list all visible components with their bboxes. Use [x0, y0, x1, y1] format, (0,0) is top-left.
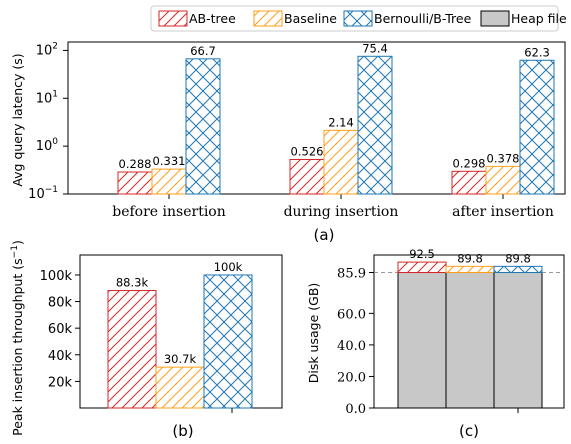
- chart-a-ytick-label: 102: [36, 41, 58, 58]
- chart-b-bar-baseline: [155, 366, 205, 409]
- chart-a-data-label-baseline: 0.331: [153, 154, 186, 168]
- chart-a-ytick-exp: −1: [45, 185, 58, 195]
- chart-c-data-label-baseline: 89.8: [457, 251, 483, 265]
- chart-c-ytick-label: 0.0: [345, 402, 366, 417]
- chart-b-bar-ab-tree: [107, 290, 157, 409]
- chart-b-ytick-label: 20k: [48, 375, 73, 390]
- chart-a-data-label-bernoulli: 75.4: [362, 41, 388, 55]
- chart-c-bar-baseline: [445, 265, 495, 274]
- chart-c-bar-bernoulli: [493, 265, 543, 274]
- chart-b-ylabel-sup: −1: [10, 245, 20, 258]
- chart-a-caption: (a): [314, 226, 335, 244]
- chart-b-ylabel-close: ): [10, 240, 25, 245]
- chart-a-data-label-ab-tree: 0.298: [453, 156, 486, 170]
- chart-c-data-label-ab-tree: 92.5: [409, 247, 435, 261]
- chart-a-ytick-label: 100: [36, 137, 59, 154]
- legend-label-baseline: Baseline: [284, 11, 337, 26]
- chart-b-ylabel: Peak insertion throughput (s−1): [10, 240, 25, 436]
- chart-a: Avg query latency (s) (a) 10−1100101102b…: [10, 41, 566, 244]
- legend-swatch-ab-tree: [158, 10, 188, 27]
- chart-a-bar-baseline: [485, 165, 521, 195]
- chart-a-ytick-base: 10: [28, 187, 45, 202]
- chart-c-bar-ab-tree: [397, 261, 447, 274]
- chart-a-bar-baseline: [323, 129, 359, 195]
- chart-a-ytick-label: 10−1: [28, 185, 58, 202]
- chart-c-ylabel: Disk usage (GB): [306, 283, 321, 384]
- chart-b-ytick-label: 60k: [48, 322, 73, 337]
- chart-a-ytick-exp: 1: [52, 89, 58, 99]
- chart-a-ytick-exp: 0: [52, 137, 58, 147]
- chart-a-bar-bernoulli: [185, 58, 221, 195]
- legend-swatch-bernoulli: [343, 10, 373, 27]
- chart-a-ytick-base: 10: [36, 43, 53, 58]
- chart-a-bar-ab-tree: [117, 171, 153, 195]
- legend-label-heap-file: Heap file: [511, 11, 567, 26]
- chart-b-bar-bernoulli: [203, 274, 253, 409]
- chart-b-ytick-label: 80k: [48, 296, 73, 311]
- chart-c-data-label-bernoulli: 89.8: [505, 251, 531, 265]
- chart-c-ytick-label: 40.0: [337, 339, 366, 354]
- chart-a-data-label-ab-tree: 0.526: [291, 144, 324, 158]
- chart-b-ytick-label: 100k: [40, 269, 73, 284]
- chart-a-xtick-label: after insertion: [452, 204, 554, 220]
- legend: AB-tree Baseline Bernoulli/B-Tree Heap f…: [150, 5, 567, 32]
- chart-a-data-label-baseline: 0.378: [487, 151, 520, 165]
- chart-a-xtick-label: during insertion: [284, 204, 399, 220]
- chart-a-ytick-base: 10: [36, 91, 53, 106]
- chart-b-ytick-label: 40k: [48, 349, 73, 364]
- chart-b-caption: (b): [172, 422, 193, 440]
- chart-a-xtick-label: before insertion: [112, 204, 226, 220]
- chart-a-ytick-label: 101: [36, 89, 58, 106]
- chart-a-data-label-baseline: 2.14: [328, 115, 354, 129]
- legend-label-bernoulli: Bernoulli/B-Tree: [374, 11, 472, 26]
- chart-c-ytick-label: 60.0: [337, 307, 366, 322]
- chart-a-ytick-base: 10: [36, 139, 53, 154]
- chart-a-bar-ab-tree: [451, 170, 487, 195]
- chart-a-bar-ab-tree: [289, 158, 325, 195]
- chart-c-ytick-label: 20.0: [337, 370, 366, 385]
- chart-a-ytick-exp: 2: [52, 41, 58, 51]
- chart-b-data-label-bernoulli: 100k: [214, 260, 243, 274]
- chart-b: Peak insertion throughput (s−1) (b) 20k 4…: [10, 240, 283, 440]
- chart-b-ylabel-main: Peak insertion throughput (s: [10, 258, 25, 436]
- legend-swatch-heap-file: [480, 10, 510, 27]
- chart-a-ylabel: Avg query latency (s): [10, 53, 25, 186]
- chart-c-ytick-label: 85.9: [337, 267, 366, 282]
- legend-label-ab-tree: AB-tree: [189, 11, 236, 26]
- chart-c-bar-heap-file: [445, 272, 495, 409]
- chart-a-bar-baseline: [151, 168, 187, 195]
- chart-c-bar-heap-file: [493, 272, 543, 409]
- chart-a-bar-bernoulli: [519, 59, 555, 195]
- chart-a-data-label-ab-tree: 0.288: [119, 157, 152, 171]
- chart-b-data-label-baseline: 30.7k: [164, 352, 197, 366]
- chart-a-data-label-bernoulli: 66.7: [190, 44, 216, 58]
- chart-b-data-label-ab-tree: 88.3k: [116, 276, 149, 290]
- chart-c-bar-heap-file: [397, 272, 447, 409]
- chart-c-caption: (c): [459, 422, 479, 440]
- chart-a-bar-bernoulli: [357, 55, 393, 195]
- chart-c: Disk usage (GB) (c) 0.0 20.0 40.0 60.0 85.9 9…: [306, 247, 565, 440]
- chart-a-data-label-bernoulli: 62.3: [524, 45, 550, 59]
- legend-swatch-baseline: [253, 10, 283, 27]
